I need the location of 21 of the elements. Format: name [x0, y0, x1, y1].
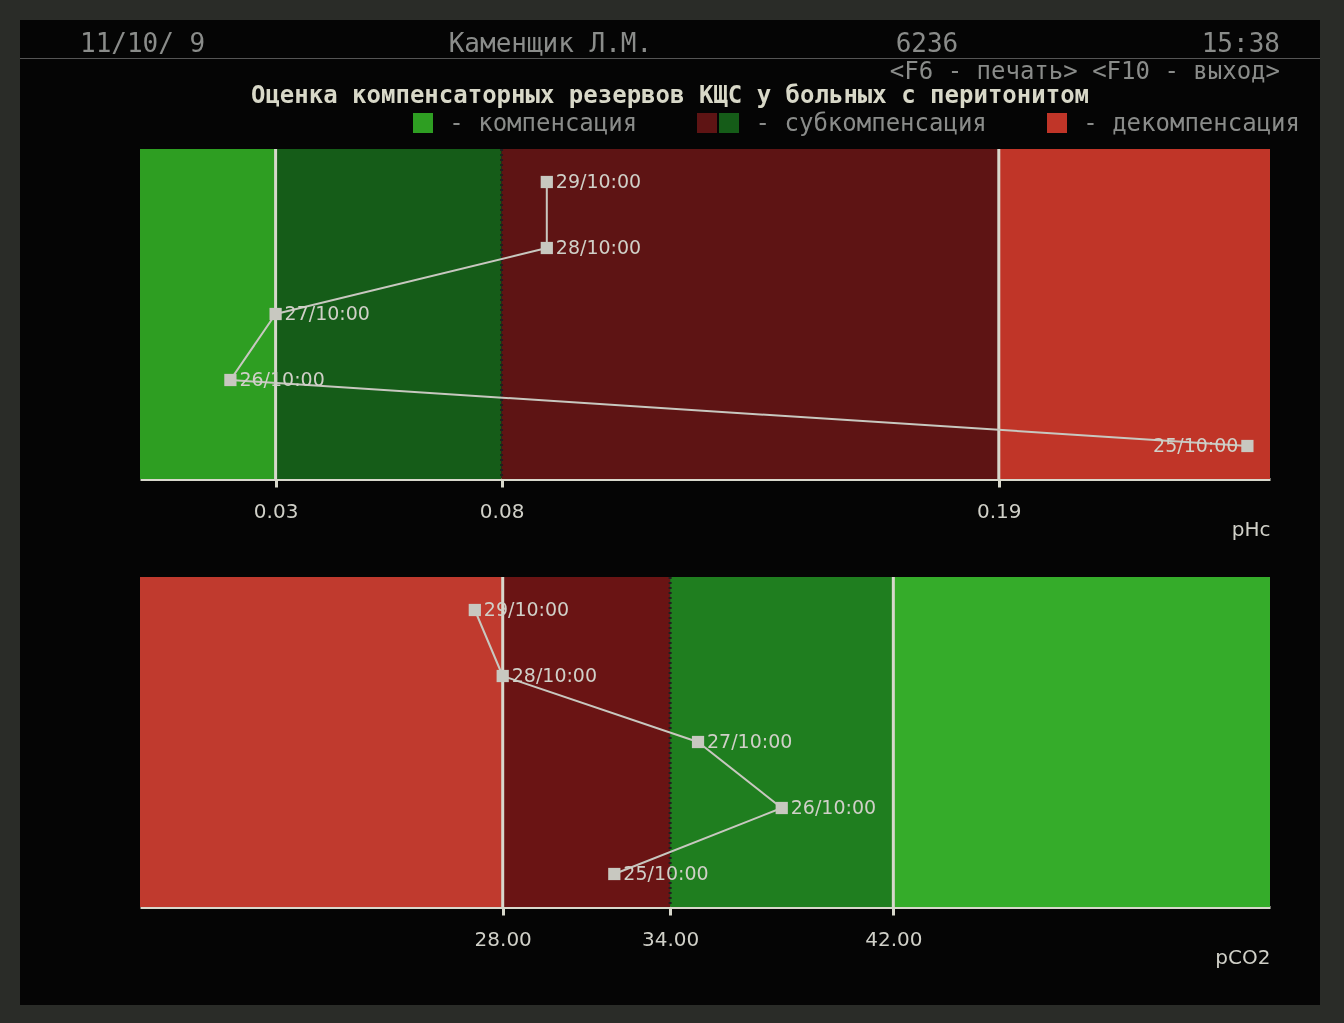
data-label: 27/10:00 [284, 302, 370, 324]
data-label: 27/10:00 [707, 730, 793, 752]
text: 15:38 [1201, 28, 1280, 58]
x-tick-label: 34.00 [641, 926, 700, 951]
x-axis-title: pHc [1231, 516, 1271, 541]
x-tick-label: 28.00 [474, 926, 532, 951]
data-label: 26/10:00 [790, 796, 877, 818]
x-tick-label: 42.00 [865, 926, 923, 951]
text: 6236 [895, 28, 959, 58]
data-label: 29/10:00 [555, 170, 642, 192]
band-label: - субкомпенсация [754, 109, 987, 137]
legend-label: - декомпенсация [1082, 109, 1300, 137]
data-label: 28/10:00 [511, 664, 598, 686]
legend-label: - компенсация [448, 109, 638, 137]
text: Каменщик Л.М. [448, 28, 653, 58]
x-axis-title: pCO2 [1215, 944, 1271, 969]
x-tick-label: 0.03 [253, 498, 299, 523]
x-tick-label: 0.19 [977, 498, 1022, 523]
data-label: 28/10:00 [555, 236, 642, 258]
x-tick-label: 0.08 [479, 498, 525, 523]
text: 11/10/ 9 [80, 28, 206, 58]
